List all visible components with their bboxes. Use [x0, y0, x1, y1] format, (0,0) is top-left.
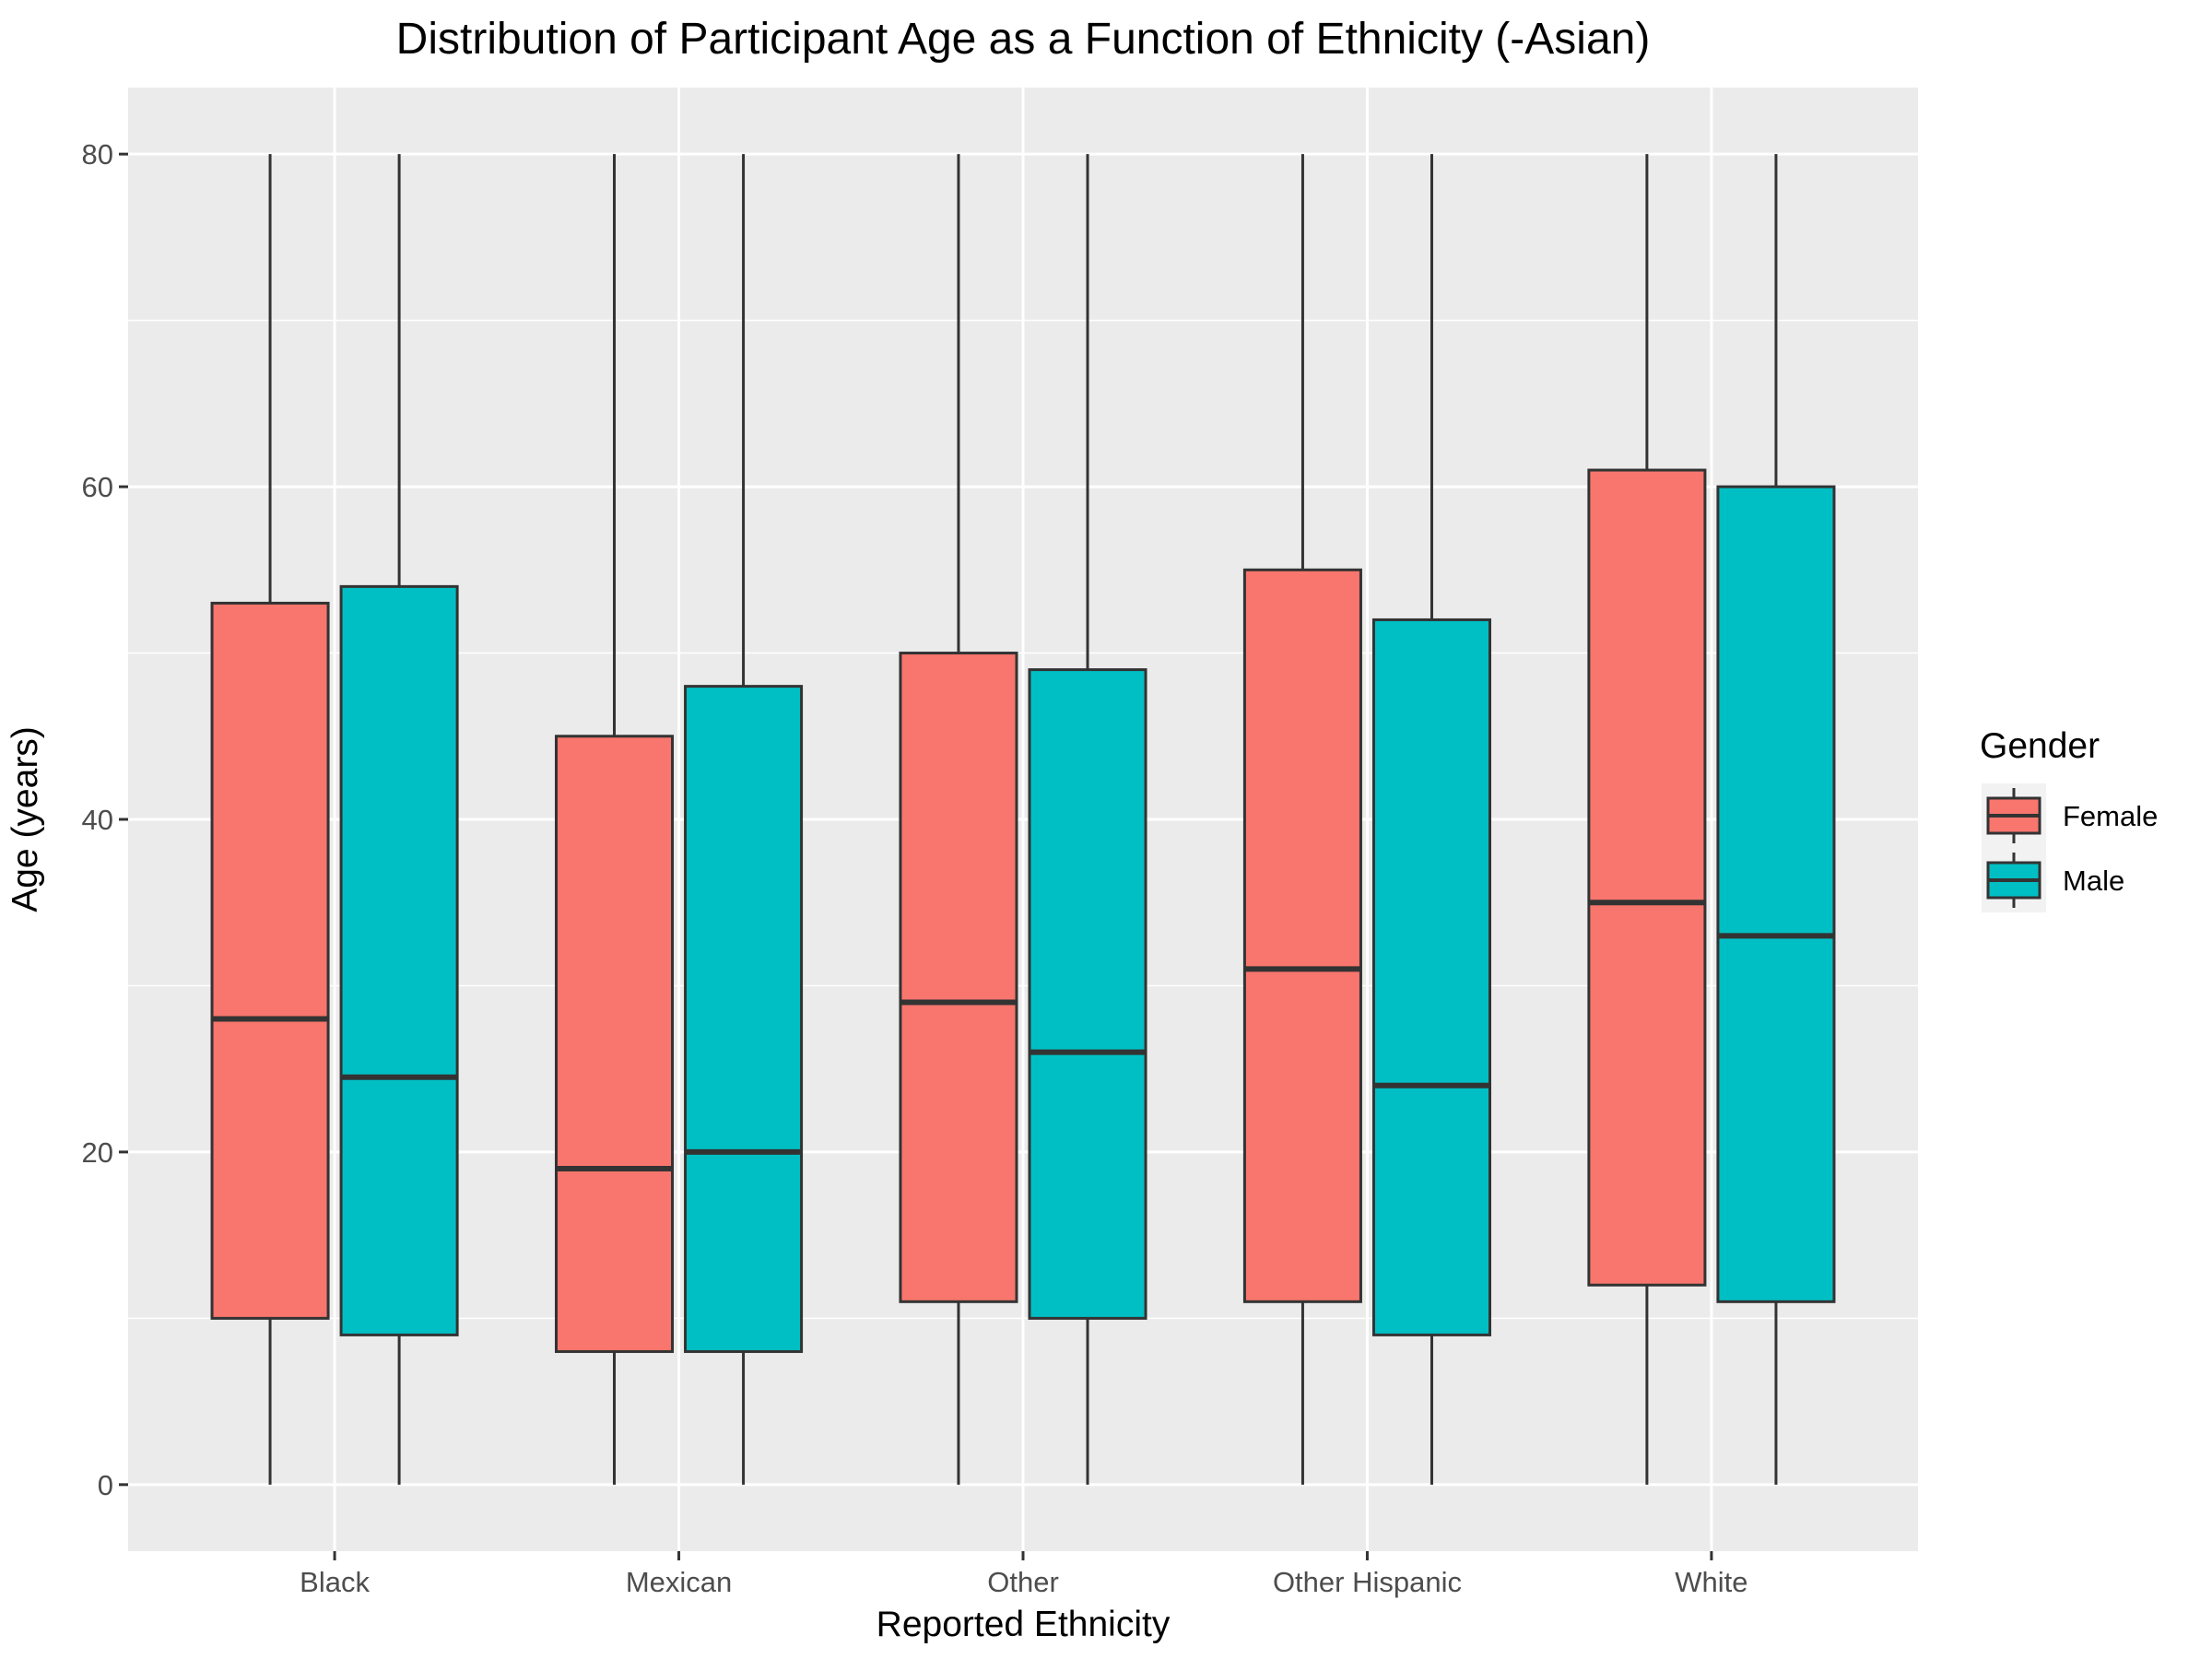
box-female-black — [210, 154, 330, 1485]
x-axis-title: Reported Ethnicity — [877, 1605, 1171, 1644]
box-iqr — [1242, 568, 1362, 1303]
box-male-other-hispanic — [1371, 154, 1492, 1485]
box-iqr — [1371, 618, 1492, 1336]
box-iqr — [684, 685, 804, 1353]
box-iqr — [1028, 668, 1147, 1320]
y-tick-label: 80 — [82, 138, 113, 171]
x-tick-label: Other — [987, 1566, 1059, 1598]
box-female-other — [899, 154, 1018, 1485]
x-tick-label: White — [1675, 1566, 1747, 1598]
box-female-mexican — [554, 154, 675, 1485]
y-tick-label: 60 — [82, 471, 113, 503]
legend-title: Gender — [1980, 726, 2100, 766]
x-axis: Black Mexican Other Other Hispanic White — [300, 1551, 1748, 1598]
x-tick-label: Black — [300, 1566, 370, 1598]
box-iqr — [554, 735, 675, 1353]
y-axis-title: Age (years) — [6, 726, 45, 912]
box-male-black — [339, 154, 459, 1485]
box-iqr — [1716, 485, 1836, 1303]
x-tick-label: Other Hispanic — [1273, 1566, 1462, 1598]
legend-label: Male — [2063, 865, 2124, 897]
x-tick-label: Mexican — [626, 1566, 732, 1598]
y-tick-label: 40 — [82, 804, 113, 836]
box-male-other — [1028, 154, 1147, 1485]
y-tick-label: 0 — [98, 1469, 113, 1501]
box-female-other-hispanic — [1242, 154, 1362, 1485]
chart-title: Distribution of Participant Age as a Fun… — [396, 15, 1651, 64]
legend: Gender Female Male — [1980, 726, 2158, 912]
box-male-white — [1716, 154, 1836, 1485]
box-iqr — [899, 652, 1018, 1303]
legend-item-male: Male — [1982, 848, 2124, 912]
box-iqr — [339, 584, 459, 1336]
box-male-mexican — [684, 154, 804, 1485]
y-axis: 0 20 40 60 80 — [82, 138, 128, 1501]
legend-label: Female — [2063, 800, 2158, 832]
y-tick-label: 20 — [82, 1136, 113, 1169]
box-female-white — [1587, 154, 1707, 1485]
box-iqr — [210, 601, 330, 1320]
legend-item-female: Female — [1982, 783, 2158, 848]
box-iqr — [1587, 468, 1707, 1287]
boxes — [210, 154, 1836, 1485]
